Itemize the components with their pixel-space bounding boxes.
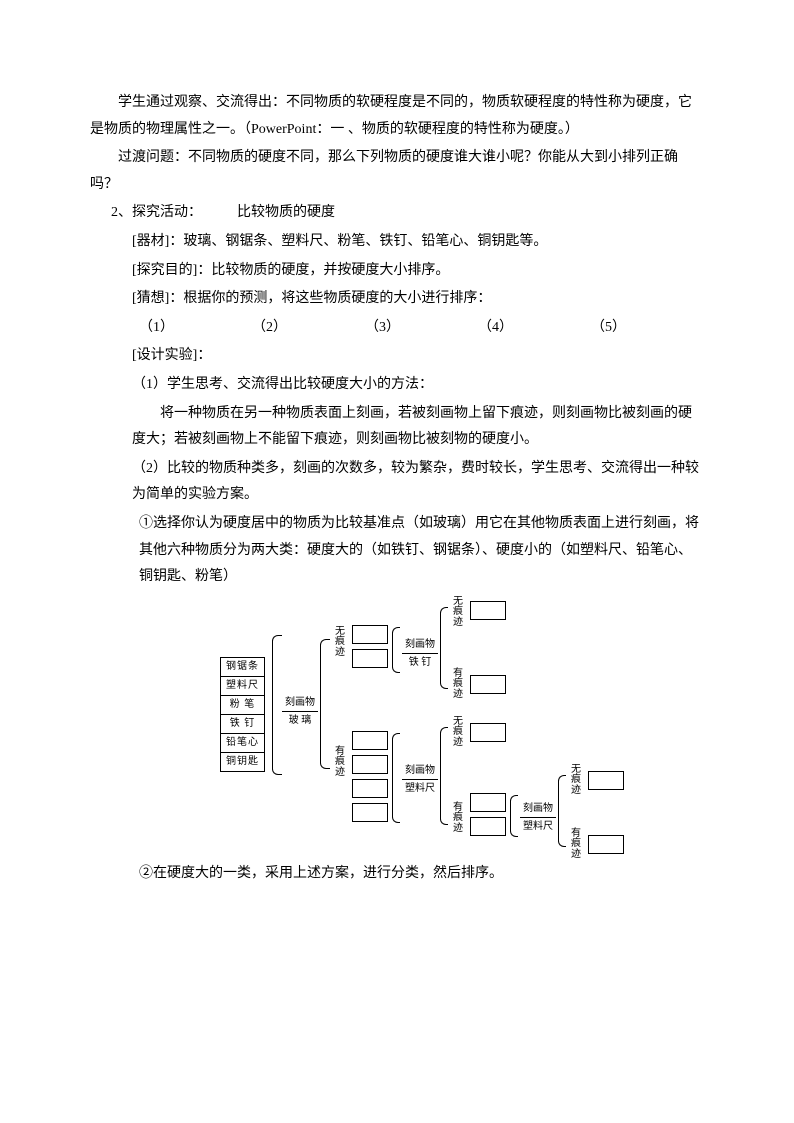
lvl2b-underline bbox=[402, 779, 438, 780]
lvl2b-bot-box-1 bbox=[470, 793, 506, 812]
brace-lvl2b-split bbox=[440, 727, 448, 825]
step2-sub2: ②在硬度大的一类，采用上述方案，进行分类，然后排序。 bbox=[90, 861, 704, 888]
step2-sub1: ①选择你认为硬度居中的物质为比较基准点（如玻璃）用它在其他物质表面上进行刻画，将… bbox=[90, 511, 704, 591]
lvl1-top-box-2 bbox=[352, 649, 388, 668]
purpose-line: [探究目的]：比较物质的硬度，并按硬度大小排序。 bbox=[90, 258, 704, 285]
lvl1-bot-box-3 bbox=[352, 779, 388, 798]
lvl1-scratch-label: 刻画物 bbox=[282, 697, 318, 709]
lvl3-ref-label: 塑料尺 bbox=[520, 821, 556, 833]
lvl2b-scratch-label: 刻画物 bbox=[402, 765, 438, 777]
table-cell: 塑料尺 bbox=[221, 676, 265, 695]
lvl2b-bot-box-2 bbox=[470, 817, 506, 836]
table-cell: 铜钥匙 bbox=[221, 752, 265, 771]
lvl2a-has-trace: 有痕迹 bbox=[452, 669, 464, 701]
blank-3: （3） bbox=[365, 315, 478, 342]
table-cell: 粉 笔 bbox=[221, 695, 265, 714]
brace-lvl1-split bbox=[320, 639, 330, 769]
brace-lvl3-split bbox=[558, 775, 566, 847]
lvl3-scratch-label: 刻画物 bbox=[520, 803, 556, 815]
lvl2a-bot-box bbox=[470, 675, 506, 694]
lvl3-underline bbox=[520, 817, 556, 818]
brace-lvl1 bbox=[272, 635, 282, 775]
lvl2b-top-box bbox=[470, 723, 506, 742]
lvl1-top-box-1 bbox=[352, 625, 388, 644]
step2-heading: （2）比较的物质种类多，刻画的次数多，较为繁杂，费时较长，学生思考、交流得出一种… bbox=[90, 456, 704, 509]
lvl1-bot-box-1 bbox=[352, 731, 388, 750]
blank-4: （4） bbox=[478, 315, 591, 342]
blanks-row: （1） （2） （3） （4） （5） bbox=[90, 315, 704, 342]
brace-lvl2a bbox=[392, 627, 400, 673]
lvl2a-underline bbox=[402, 653, 438, 654]
table-cell: 钢锯条 bbox=[221, 657, 265, 676]
lvl2a-ref-label: 铁 钉 bbox=[402, 657, 438, 669]
blank-1: （1） bbox=[139, 315, 252, 342]
equipment-line: [器材]：玻璃、钢锯条、塑料尺、粉笔、铁钉、铅笔心、铜钥匙等。 bbox=[90, 229, 704, 256]
lvl1-bot-box-2 bbox=[352, 755, 388, 774]
blank-2: （2） bbox=[252, 315, 365, 342]
hardness-diagram: 钢锯条 塑料尺 粉 笔 铁 钉 铅笔心 铜钥匙 刻画物 玻 璃 无痕迹 有痕迹 … bbox=[220, 597, 680, 857]
lvl3-has-trace: 有痕迹 bbox=[570, 829, 582, 861]
table-cell: 铁 钉 bbox=[221, 714, 265, 733]
lvl1-bot-box-4 bbox=[352, 803, 388, 822]
step1-heading: （1）学生思考、交流得出比较硬度大小的方法： bbox=[90, 372, 704, 399]
lvl2b-has-trace: 有痕迹 bbox=[452, 803, 464, 835]
lvl3-no-trace: 无痕迹 bbox=[570, 765, 582, 797]
paragraph-intro: 学生通过观察、交流得出：不同物质的软硬程度是不同的，物质软硬程度的特性称为硬度，… bbox=[90, 90, 704, 143]
activity-heading: 2、探究活动： 比较物质的硬度 bbox=[90, 200, 704, 227]
lvl2b-ref-label: 塑料尺 bbox=[402, 783, 438, 795]
design-line: [设计实验]： bbox=[90, 343, 704, 370]
lvl1-ref-label: 玻 璃 bbox=[282, 715, 318, 727]
materials-table: 钢锯条 塑料尺 粉 笔 铁 钉 铅笔心 铜钥匙 bbox=[220, 657, 265, 772]
brace-lvl2b bbox=[392, 733, 400, 823]
hypothesis-line: [猜想]：根据你的预测，将这些物质硬度的大小进行排序： bbox=[90, 286, 704, 313]
paragraph-transition: 过渡问题：不同物质的硬度不同，那么下列物质的硬度谁大谁小呢？你能从大到小排列正确… bbox=[90, 145, 704, 198]
lvl3-bot-box bbox=[588, 835, 624, 854]
lvl1-has-trace-label: 有痕迹 bbox=[334, 747, 346, 779]
lvl3-top-box bbox=[588, 771, 624, 790]
blank-5: （5） bbox=[591, 315, 704, 342]
lvl2a-top-box bbox=[470, 601, 506, 620]
lvl2a-scratch-label: 刻画物 bbox=[402, 639, 438, 651]
brace-lvl3 bbox=[510, 795, 518, 837]
brace-lvl2a-split bbox=[440, 607, 448, 689]
lvl1-no-trace-label: 无痕迹 bbox=[334, 627, 346, 659]
lvl2a-no-trace: 无痕迹 bbox=[452, 597, 464, 629]
lvl1-underline bbox=[282, 711, 318, 712]
table-cell: 铅笔心 bbox=[221, 733, 265, 752]
step1-body: 将一种物质在另一种物质表面上刻画，若被刻画物上留下痕迹，则刻画物比被刻画的硬度大… bbox=[90, 401, 704, 454]
lvl2b-no-trace: 无痕迹 bbox=[452, 717, 464, 749]
